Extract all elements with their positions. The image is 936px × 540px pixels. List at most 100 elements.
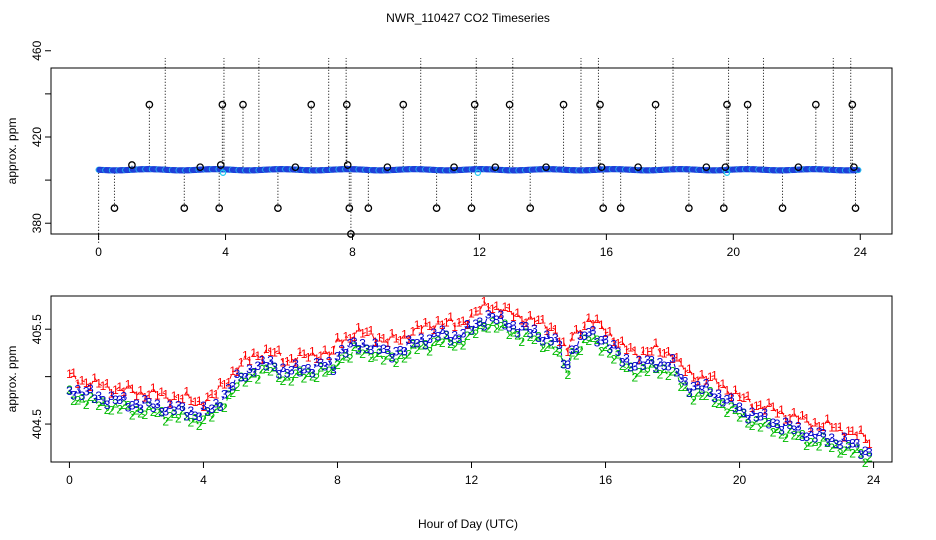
series-point-label: 2 bbox=[761, 415, 768, 429]
series-point-label: 1 bbox=[627, 341, 634, 355]
series-point-label: 1 bbox=[803, 412, 810, 426]
series-point-label: 1 bbox=[682, 365, 689, 379]
y-tick-label: 420 bbox=[30, 127, 44, 147]
series-point-label: 2 bbox=[112, 396, 119, 410]
series-point-label: 2 bbox=[544, 340, 551, 354]
series-point-label: 3 bbox=[83, 384, 90, 398]
series-point-label: 2 bbox=[611, 352, 618, 366]
series-point-label: 3 bbox=[116, 393, 123, 407]
series-point-label: 2 bbox=[560, 357, 567, 371]
spike-point bbox=[470, 100, 479, 109]
series-point-label: 3 bbox=[539, 335, 546, 349]
series-point-label: 3 bbox=[263, 360, 270, 374]
series-point-label: 1 bbox=[569, 330, 576, 344]
spike-point bbox=[196, 163, 205, 172]
series-point-label: 1 bbox=[690, 370, 697, 384]
series-point-label: 3 bbox=[397, 343, 404, 357]
spike-point bbox=[721, 163, 730, 172]
series-point-label: 2 bbox=[711, 396, 718, 410]
series-point-label: 3 bbox=[451, 328, 458, 342]
series-point-label: 2 bbox=[79, 391, 86, 405]
series-point-label: 3 bbox=[581, 329, 588, 343]
series-point-label: 3 bbox=[678, 372, 685, 386]
series-point-label: 1 bbox=[845, 424, 852, 438]
series-point-label: 3 bbox=[719, 395, 726, 409]
series-point-label: 2 bbox=[774, 422, 781, 436]
series-point-label: 3 bbox=[208, 402, 215, 416]
baseline-point bbox=[219, 169, 227, 176]
series-point-label: 3 bbox=[757, 410, 764, 424]
series-point-label: 1 bbox=[527, 308, 534, 322]
spike-point bbox=[596, 100, 604, 109]
series-point-label: 1 bbox=[661, 347, 668, 361]
series-point-label: 2 bbox=[594, 333, 601, 347]
series-point-label: 1 bbox=[326, 349, 333, 363]
series-point-label: 2 bbox=[753, 414, 760, 428]
series-point-label: 2 bbox=[472, 327, 479, 341]
series-point-label: 2 bbox=[682, 380, 689, 394]
series-point-label: 2 bbox=[699, 389, 706, 403]
series-point-label: 3 bbox=[782, 415, 789, 429]
series-point-label: 2 bbox=[590, 331, 597, 345]
series-point-label: 2 bbox=[146, 399, 153, 413]
series-point-label: 1 bbox=[477, 304, 484, 318]
series-point-label: 1 bbox=[497, 306, 504, 320]
series-point-label: 1 bbox=[703, 373, 710, 387]
series-point-label: 1 bbox=[359, 327, 366, 341]
series-point-label: 3 bbox=[518, 320, 525, 334]
series-point-label: 2 bbox=[443, 329, 450, 343]
series-point-label: 1 bbox=[472, 305, 479, 319]
series-point-label: 1 bbox=[740, 391, 747, 405]
series-point-label: 3 bbox=[259, 353, 266, 367]
series-point-label: 3 bbox=[619, 355, 626, 369]
series-point-label: 3 bbox=[611, 337, 618, 351]
series-point-label: 2 bbox=[221, 401, 228, 415]
series-point-label: 3 bbox=[523, 319, 530, 333]
series-point-label: 3 bbox=[430, 326, 437, 340]
spike-point bbox=[399, 100, 408, 109]
series-point-label: 3 bbox=[502, 319, 509, 333]
series-point-label: 1 bbox=[313, 352, 320, 366]
series-point-label: 1 bbox=[393, 332, 400, 346]
series-point-label: 3 bbox=[221, 388, 228, 402]
series-point-label: 3 bbox=[481, 319, 488, 333]
series-point-label: 1 bbox=[91, 371, 98, 385]
series-line bbox=[69, 313, 870, 456]
series-point-label: 1 bbox=[669, 352, 676, 366]
series-point-label: 2 bbox=[619, 359, 626, 373]
series-point-label: 3 bbox=[372, 336, 379, 350]
series-point-label: 2 bbox=[485, 321, 492, 335]
series-point-label: 2 bbox=[451, 339, 458, 353]
series-point-label: 2 bbox=[208, 411, 215, 425]
series-point-label: 2 bbox=[280, 374, 287, 388]
series-point-label: 1 bbox=[430, 323, 437, 337]
series-point-label: 2 bbox=[602, 340, 609, 354]
series-point-label: 2 bbox=[845, 439, 852, 453]
series-point-label: 3 bbox=[669, 351, 676, 365]
series-point-label: 3 bbox=[514, 327, 521, 341]
series-point-label: 2 bbox=[380, 353, 387, 367]
series-point-label: 2 bbox=[657, 367, 664, 381]
series-point-label: 2 bbox=[225, 388, 232, 402]
series-point-label: 2 bbox=[338, 352, 345, 366]
spike-point bbox=[702, 163, 711, 172]
spike-point bbox=[307, 100, 316, 109]
series-point-label: 3 bbox=[556, 338, 563, 352]
series-point-label: 2 bbox=[799, 428, 806, 442]
series-point-label: 1 bbox=[267, 345, 274, 359]
series-point-label: 1 bbox=[79, 373, 86, 387]
series-point-label: 1 bbox=[560, 335, 567, 349]
series-point-label: 3 bbox=[70, 388, 77, 402]
series-point-label: 2 bbox=[100, 395, 107, 409]
series-point-label: 1 bbox=[833, 421, 840, 435]
spike-point bbox=[180, 204, 189, 212]
series-point-label: 2 bbox=[229, 386, 236, 400]
series-point-label: 2 bbox=[87, 390, 94, 404]
series-point-label: 1 bbox=[347, 332, 354, 346]
series-point-label: 1 bbox=[171, 389, 178, 403]
series-point-label: 3 bbox=[711, 391, 718, 405]
series-point-label: 1 bbox=[275, 343, 282, 357]
series-point-label: 2 bbox=[330, 362, 337, 376]
series-point-label: 2 bbox=[154, 406, 161, 420]
series-point-label: 1 bbox=[66, 367, 73, 381]
